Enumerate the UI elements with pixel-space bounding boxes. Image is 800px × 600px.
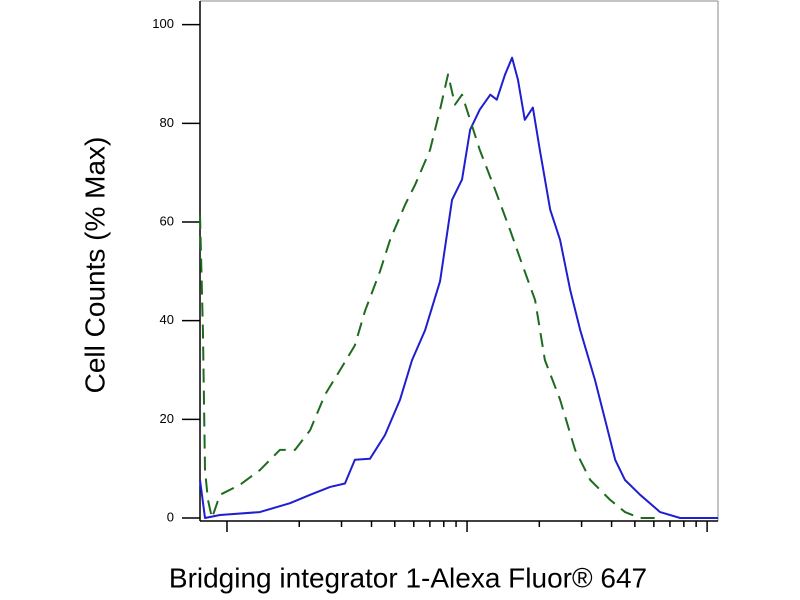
y-tick-label: 0	[167, 509, 174, 524]
y-tick-label: 20	[160, 411, 174, 426]
y-tick-label: 40	[160, 312, 174, 327]
x-axis-title: Bridging integrator 1-Alexa Fluor® 647	[169, 562, 647, 593]
histogram-line	[199, 73, 661, 519]
histogram-line	[199, 56, 718, 519]
y-axis-title: Cell Counts (% Max)	[79, 137, 110, 394]
y-tick-label: 60	[160, 213, 174, 228]
y-tick-label: 100	[152, 16, 174, 31]
y-tick-label: 80	[160, 115, 174, 130]
